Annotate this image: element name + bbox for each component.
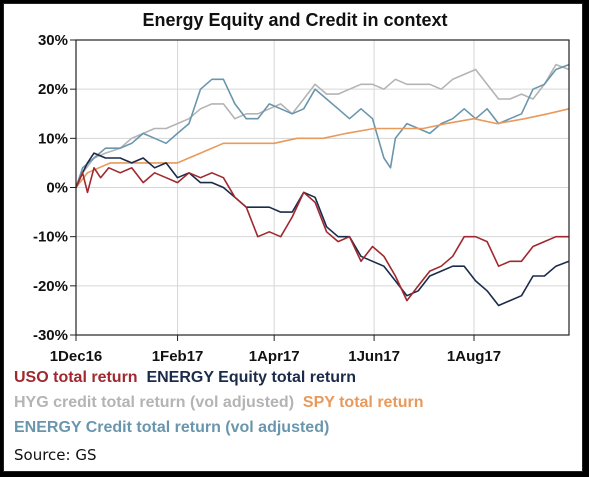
legend-uso: USO total return [14,369,138,386]
x-tick-label: 1Dec16 [50,348,103,365]
series-line-hyg-credit-total-return-vol-adjusted [75,63,570,188]
series-line-uso-total-return [75,167,569,302]
legend-row-1: USO total return ENERGY Equity total ret… [14,368,356,388]
series-line-energy-equity-total-return [75,152,570,307]
series-line-spy-total-return [75,108,570,188]
y-tick-labels: 30% 20% 10% 0% -10% -20% -30% [33,32,76,344]
legend-hyg: HYG credit total return (vol adjusted) [14,394,295,411]
grid-lines [75,39,569,336]
source-note: Source: GS [14,446,97,464]
y-tick-label: 30% [38,32,68,49]
chart-title: Energy Equity and Credit in context [142,10,447,30]
legend-row-2: HYG credit total return (vol adjusted) S… [14,393,424,413]
x-tick-label: 1Apr17 [249,348,300,365]
y-tick-label: -10% [33,229,68,246]
series-line-energy-credit-total-return-vol-adjusted [75,63,570,188]
chart-canvas: Energy Equity and Credit in context 30% 2… [33,10,570,365]
x-tick-labels: 1Dec16 1Feb17 1Apr17 1Jun17 1Aug17 [50,335,501,365]
legend-energy-credit: ENERGY Credit total return (vol adjusted… [14,419,330,436]
y-tick-label: -20% [33,278,68,295]
y-tick-label: 0% [46,180,68,197]
chart-frame: Energy Equity and Credit in context 30% 2… [3,3,583,472]
legend-spy: SPY total return [302,394,424,411]
legend-energy-equity: ENERGY Equity total return [146,369,356,386]
y-tick-label: 20% [38,81,68,98]
x-tick-label: 1Jun17 [348,348,400,365]
series-lines [75,63,570,307]
legend-row-3: ENERGY Credit total return (vol adjusted… [14,418,329,438]
y-tick-label: 10% [38,130,68,147]
x-tick-label: 1Feb17 [152,348,204,365]
x-tick-label: 1Aug17 [447,348,501,365]
y-tick-label: -30% [33,327,68,344]
